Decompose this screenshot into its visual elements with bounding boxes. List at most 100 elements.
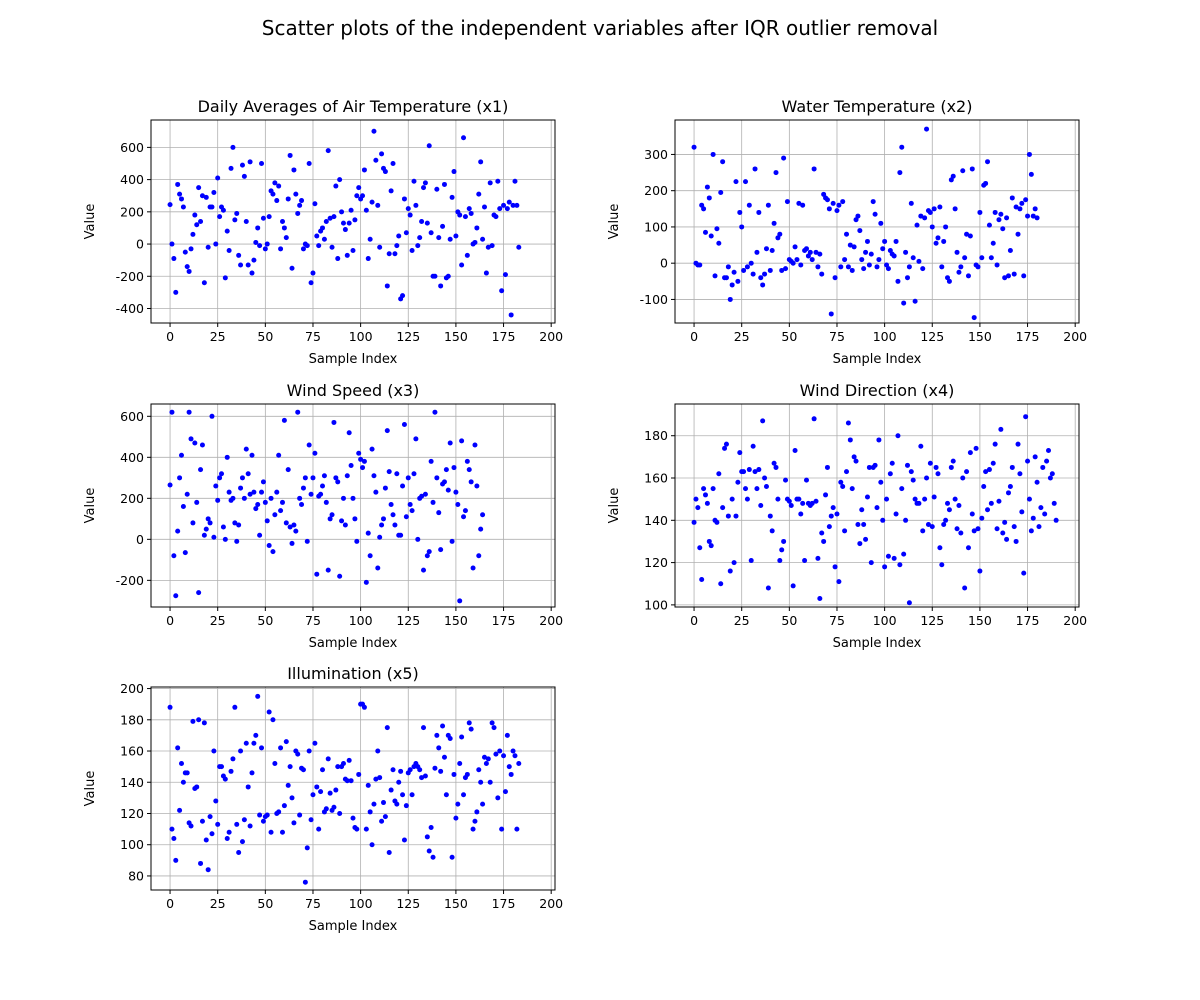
- data-point: [847, 242, 853, 248]
- data-point: [725, 513, 731, 519]
- data-point: [823, 492, 829, 498]
- data-point: [365, 530, 371, 536]
- data-point: [243, 740, 249, 746]
- data-point: [228, 165, 234, 171]
- data-point: [192, 212, 198, 218]
- data-point: [824, 464, 830, 470]
- data-point: [895, 433, 901, 439]
- data-point: [340, 495, 346, 501]
- data-point: [289, 265, 295, 271]
- chart-3: 0 25 50 75 100 125 150 175 200 -200 0 200 400 600 Wind…: [83, 381, 563, 651]
- data-point: [226, 829, 232, 835]
- data-point: [811, 416, 817, 422]
- data-point: [434, 475, 440, 481]
- data-point: [245, 784, 251, 790]
- data-point: [885, 553, 891, 559]
- data-point: [434, 732, 440, 738]
- data-point: [497, 206, 503, 212]
- data-point: [939, 562, 945, 568]
- data-point: [196, 185, 202, 191]
- data-point: [405, 206, 411, 212]
- data-point: [337, 177, 343, 183]
- data-point: [299, 198, 305, 204]
- y-tick-label: -200: [116, 573, 144, 588]
- data-point: [861, 266, 867, 272]
- data-point: [1007, 248, 1013, 253]
- data-point: [904, 275, 910, 281]
- y-tick-label: 140: [644, 513, 668, 528]
- data-point: [217, 214, 223, 220]
- data-point: [323, 499, 329, 505]
- data-point: [342, 227, 348, 233]
- data-point: [241, 817, 247, 823]
- data-point: [701, 206, 707, 212]
- data-point: [312, 201, 318, 207]
- data-point: [481, 754, 487, 760]
- data-point: [401, 422, 407, 428]
- data-point: [209, 413, 215, 419]
- data-point: [268, 829, 274, 835]
- data-point: [845, 264, 851, 270]
- x-tick-label: 0: [166, 613, 174, 628]
- data-point: [781, 538, 787, 544]
- data-point: [838, 479, 844, 485]
- data-point: [832, 275, 838, 281]
- data-point: [971, 315, 977, 321]
- data-point: [340, 761, 346, 767]
- data-point: [180, 504, 186, 510]
- data-point: [422, 773, 428, 779]
- data-point: [260, 479, 266, 485]
- data-point: [897, 170, 903, 176]
- data-point: [975, 264, 981, 270]
- data-point: [346, 757, 352, 763]
- data-point: [979, 515, 985, 521]
- data-point: [723, 441, 729, 447]
- x-axis-label: Sample Index: [309, 919, 398, 934]
- data-point: [910, 255, 916, 261]
- data-point: [716, 240, 722, 246]
- x-tick-label: 175: [492, 613, 516, 628]
- data-point: [293, 528, 299, 534]
- data-point: [495, 795, 501, 801]
- data-point: [817, 251, 823, 257]
- data-point: [198, 467, 204, 473]
- data-point: [946, 278, 952, 284]
- data-point: [1025, 458, 1031, 464]
- data-point: [455, 801, 461, 807]
- data-point: [710, 151, 716, 157]
- x-axis-label: Sample Index: [309, 352, 398, 367]
- data-point: [228, 768, 234, 774]
- data-point: [430, 499, 436, 505]
- data-point: [407, 501, 413, 507]
- data-point: [798, 262, 804, 268]
- data-point: [510, 748, 516, 754]
- data-point: [861, 522, 867, 528]
- data-point: [285, 196, 291, 202]
- data-point: [451, 465, 457, 471]
- data-point: [1013, 538, 1019, 544]
- x-tick-label: 175: [1016, 329, 1040, 344]
- data-point: [722, 445, 728, 451]
- data-point: [365, 256, 371, 262]
- data-point: [1009, 195, 1015, 201]
- data-point: [743, 486, 749, 492]
- data-point: [922, 215, 928, 221]
- data-point: [363, 207, 369, 213]
- data-point: [476, 191, 482, 197]
- data-point: [238, 262, 244, 268]
- data-point: [958, 530, 964, 536]
- data-point: [457, 761, 463, 767]
- data-point: [863, 536, 869, 542]
- data-point: [331, 214, 337, 220]
- data-point: [914, 222, 920, 228]
- data-point: [270, 717, 276, 723]
- data-point: [199, 818, 205, 824]
- data-point: [765, 202, 771, 208]
- data-point: [411, 471, 417, 477]
- data-point: [792, 244, 798, 250]
- data-point: [459, 438, 465, 444]
- y-tick-label: 80: [128, 868, 144, 883]
- x-axis-label: Sample Index: [833, 636, 922, 651]
- data-point: [857, 228, 863, 234]
- data-point: [969, 511, 975, 517]
